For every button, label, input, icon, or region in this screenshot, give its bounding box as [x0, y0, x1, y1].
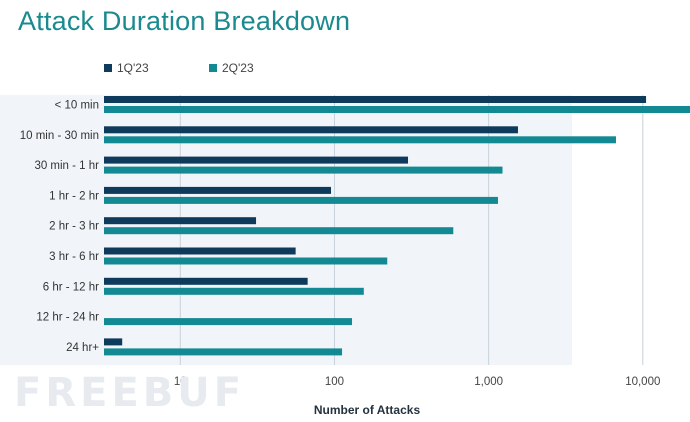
bar-1q23	[104, 96, 647, 103]
legend-label-1q23: 1Q'23	[117, 61, 149, 75]
category-label: 3 hr - 6 hr	[49, 251, 99, 263]
watermark-logo: FREEBUF	[14, 370, 246, 416]
category-label: 12 hr - 24 hr	[36, 312, 99, 324]
bar-2q23	[104, 318, 353, 326]
category-label: 10 min - 30 min	[20, 130, 99, 142]
bar-1q23	[104, 338, 123, 346]
bar-1q23	[104, 126, 518, 134]
category-labels: < 10 min 10 min - 30 min 30 min - 1 hr 1 hr…	[20, 100, 100, 354]
legend-item-1q23: 1Q'23	[104, 61, 149, 75]
category-label: 6 hr - 12 hr	[43, 281, 99, 293]
bar-1q23	[104, 247, 296, 255]
x-tick-labels: 10 100 1,000 10,000	[174, 376, 660, 388]
category-label: 1 hr - 2 hr	[49, 190, 99, 202]
bar-2q23	[104, 348, 343, 356]
x-tick-label-1000: 1,000	[474, 376, 503, 388]
category-label: 2 hr - 3 hr	[49, 221, 99, 233]
bar-2q23	[104, 287, 364, 295]
chart-title: Attack Duration Breakdown	[18, 6, 351, 36]
x-axis-label: Number of Attacks	[314, 403, 421, 417]
bars	[104, 96, 690, 356]
bar-1q23	[104, 217, 257, 225]
bar-2q23	[104, 227, 454, 235]
bar-1q23	[104, 156, 409, 164]
x-tick-label-10: 10	[174, 376, 187, 388]
category-label: 24 hr+	[66, 342, 99, 354]
category-label: < 10 min	[55, 100, 99, 112]
legend-item-2q23: 2Q'23	[209, 61, 254, 75]
bar-1q23	[104, 277, 308, 285]
bar-2q23	[104, 257, 388, 265]
category-label: 30 min - 1 hr	[34, 160, 99, 172]
bar-2q23	[104, 196, 498, 204]
bar-2q23	[104, 106, 690, 113]
legend-swatch-2q23	[209, 64, 217, 72]
legend-label-2q23: 2Q'23	[222, 61, 254, 75]
bar-2q23	[104, 136, 616, 144]
legend-swatch-1q23	[104, 64, 112, 72]
x-tick-label-100: 100	[325, 376, 344, 388]
x-tick-label-10000: 10,000	[625, 376, 660, 388]
bar-1q23	[104, 186, 332, 194]
bar-2q23	[104, 166, 503, 174]
